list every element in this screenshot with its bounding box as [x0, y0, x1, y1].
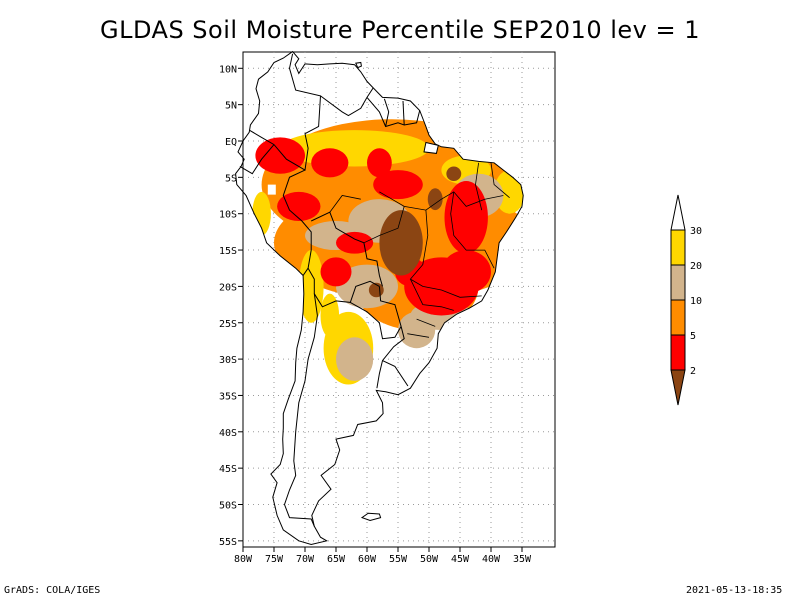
coastline: [235, 50, 524, 546]
lat-tick-label: 55S: [219, 537, 237, 548]
border-line: [320, 87, 374, 117]
state-line: [450, 191, 495, 269]
legend-swatch: [670, 299, 686, 336]
state-line: [410, 278, 454, 311]
moisture-patch: [255, 137, 305, 174]
lon-tick-labels: 80W 75W 70W 65W 60W 55W 50W 45W 40W 35W: [234, 547, 532, 565]
lat-tick-label: 10S: [219, 210, 237, 221]
legend-label: 30: [690, 226, 702, 237]
border-line: [378, 286, 402, 327]
no-data-patch: [267, 184, 276, 195]
border-line: [283, 293, 318, 527]
lat-tick-label: 15S: [219, 246, 237, 257]
border-line: [248, 53, 322, 171]
island: [355, 61, 362, 69]
lon-tick-label: 40W: [482, 554, 501, 565]
state-line: [363, 206, 405, 244]
footer-timestamp: 2021-05-13-18:35: [686, 585, 783, 596]
moisture-patch: [446, 166, 462, 181]
island: [360, 512, 382, 522]
moisture-patch: [311, 148, 349, 178]
lon-tick-label: 65W: [327, 554, 346, 565]
state-line: [329, 195, 361, 213]
border-line: [239, 144, 275, 175]
lat-tick-label: 50S: [219, 501, 237, 512]
state-line: [409, 210, 482, 298]
border-line: [376, 326, 405, 389]
lon-tick-label: 70W: [296, 554, 315, 565]
border-line: [350, 301, 402, 340]
state-line: [407, 333, 430, 338]
moisture-patch: [336, 264, 398, 309]
islands: [355, 61, 439, 522]
lon-tick-label: 75W: [265, 554, 284, 565]
lat-tick-label: 5N: [225, 101, 237, 112]
state-line: [475, 162, 483, 211]
border-line: [382, 360, 409, 387]
lat-tick-label: 20S: [219, 282, 237, 293]
lat-tick-label: 30S: [219, 355, 237, 366]
border-line: [383, 98, 390, 127]
state-line: [416, 318, 436, 327]
lon-tick-label: 45W: [451, 554, 470, 565]
map-title: GLDAS Soil Moisture Percentile SEP2010 l…: [100, 16, 700, 44]
lat-tick-label: 25S: [219, 319, 237, 330]
moisture-patch: [336, 231, 374, 254]
island: [423, 141, 439, 154]
lon-tick-label: 35W: [513, 554, 532, 565]
legend-top-arrow: [670, 194, 686, 231]
footer-credit: GrADS: COLA/IGES: [4, 585, 101, 596]
lat-tick-labels: 10N 5N EQ 5S 10S 15S 20S 25S 30S 35S 40S 45S 50S 55S: [219, 64, 243, 548]
moisture-patch: [398, 311, 436, 349]
border-line: [402, 100, 405, 126]
legend-label: 20: [690, 261, 702, 272]
country-borders: [239, 53, 510, 527]
lat-tick-label: 35S: [219, 391, 237, 402]
moisture-patch: [444, 180, 488, 254]
moisture-patch: [298, 250, 324, 323]
border-line: [366, 97, 421, 128]
lon-tick-label: 80W: [234, 554, 253, 565]
lat-tick-label: 5S: [225, 173, 237, 184]
legend-label: 5: [690, 331, 696, 342]
moisture-patch: [427, 188, 443, 211]
state-line: [379, 191, 504, 211]
moisture-patch: [336, 337, 374, 381]
moisture-patch: [367, 148, 392, 178]
border-line: [307, 267, 380, 308]
moisture-patch: [277, 191, 321, 221]
moisture-patch: [441, 250, 492, 294]
legend-swatch: [670, 229, 686, 266]
legend-swatch: [670, 334, 686, 371]
lon-tick-label: 60W: [358, 554, 377, 565]
lon-tick-label: 55W: [389, 554, 408, 565]
legend-label: 2: [690, 366, 696, 377]
moisture-patch: [320, 293, 340, 338]
moisture-patch: [379, 210, 423, 276]
moisture-patch: [320, 257, 352, 287]
legend-bottom-arrow: [670, 369, 686, 406]
lon-tick-label: 50W: [420, 554, 439, 565]
state-line: [490, 162, 510, 199]
legend-label: 10: [690, 296, 702, 307]
border-line: [282, 169, 312, 276]
moisture-patch: [373, 170, 423, 200]
legend-swatch: [670, 264, 686, 301]
lat-tick-label: 40S: [219, 428, 237, 439]
color-legend: 30 20 10 5 2: [670, 194, 702, 406]
lat-tick-label: EQ: [225, 137, 237, 148]
lat-tick-label: 45S: [219, 464, 237, 475]
lat-tick-label: 10N: [219, 64, 237, 75]
